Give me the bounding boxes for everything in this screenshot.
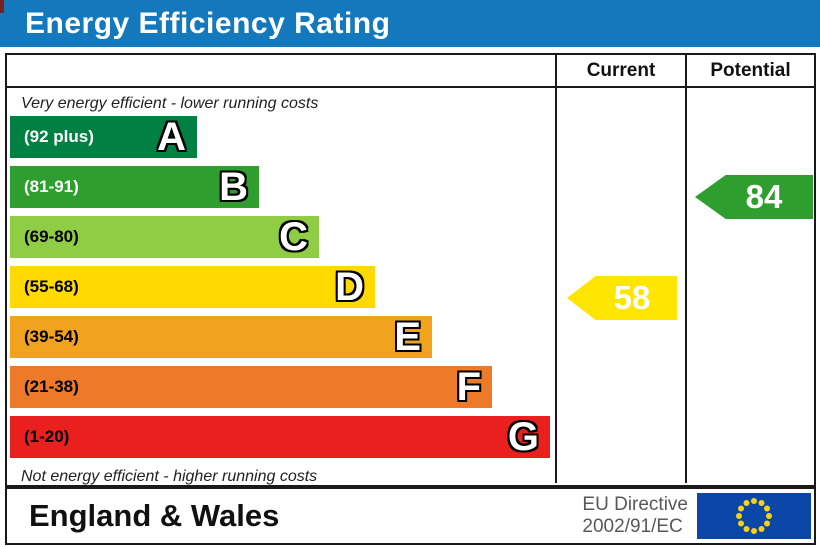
band-range-label: (55-68) [24,277,79,296]
band-row-b: (81-91) B [10,166,259,208]
band-range-label: (92 plus) [24,127,94,146]
band-letter: F [456,365,481,409]
band-row-a: (92 plus) A [10,116,197,158]
band-letter: C [279,215,308,259]
current-value-column: 58 [555,88,685,483]
band-row-f: (21-38) F [10,366,492,408]
band-row-c: (69-80) C [10,216,319,258]
band-letter: A [157,115,186,159]
table-body: Very energy efficient - lower running co… [7,88,814,485]
footer-bar: England & Wales EU Directive 2002/91/EC [5,487,816,545]
page-title: Energy Efficiency Rating [25,6,391,40]
potential-value-column: 84 [685,88,814,483]
band-range-label: (1-20) [24,427,70,446]
screen-edge-artifact [0,0,4,13]
band-row-d: (55-68) D [10,266,375,308]
rating-table: Current Potential Very energy efficient … [5,53,816,487]
current-column-header: Current [555,55,685,86]
rating-bands-column: Very energy efficient - lower running co… [7,88,555,485]
band-range-label: (39-54) [24,327,79,346]
bottom-note: Not energy efficient - higher running co… [21,468,318,485]
current-rating-pointer: 58 [567,276,677,320]
potential-rating-value: 84 [745,178,783,215]
eu-directive-line1: EU Directive [582,494,688,515]
potential-rating-pointer: 84 [695,175,813,219]
band-range-label: (69-80) [24,227,79,246]
title-bar: Energy Efficiency Rating [0,0,820,47]
band-row-e: (39-54) E [10,316,432,358]
band-range-label: (21-38) [24,377,79,396]
region-label: England & Wales [29,498,280,533]
table-header-row: Current Potential [7,55,814,88]
current-rating-value: 58 [613,279,651,316]
eu-directive-line2: 2002/91/EC [582,516,683,537]
band-letter: E [394,315,421,359]
band-range-label: (81-91) [24,177,79,196]
eu-directive-label: EU Directive 2002/91/EC [582,494,688,538]
eu-flag-icon [697,493,811,539]
band-letter: G [507,415,539,459]
potential-column-header: Potential [685,55,814,86]
band-letter: B [219,165,248,209]
top-note: Very energy efficient - lower running co… [21,95,319,112]
band-row-g: (1-20) G [10,416,550,458]
header-spacer [7,55,555,86]
band-letter: D [335,265,364,309]
